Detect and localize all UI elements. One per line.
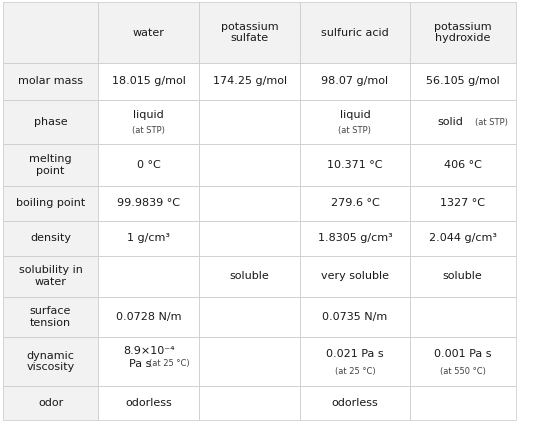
Text: surface
tension: surface tension [30, 306, 71, 328]
Bar [98, 2, 199, 63]
Text: (at STP): (at STP) [474, 118, 508, 127]
Text: 0.021 Pa s: 0.021 Pa s [326, 349, 384, 359]
Bar [410, 256, 516, 296]
Text: melting
point: melting point [29, 154, 72, 176]
Bar [98, 256, 199, 296]
Bar [410, 63, 516, 100]
Text: 1 g/cm³: 1 g/cm³ [127, 233, 170, 243]
Text: 0.001 Pa s: 0.001 Pa s [434, 349, 491, 359]
Text: 174.25 g/mol: 174.25 g/mol [213, 77, 287, 86]
Bar [3, 337, 98, 386]
Bar [300, 144, 410, 186]
Bar [98, 386, 199, 420]
Text: potassium
sulfate: potassium sulfate [221, 22, 278, 43]
Bar [300, 100, 410, 144]
Text: very soluble: very soluble [321, 271, 389, 281]
Text: 56.105 g/mol: 56.105 g/mol [426, 77, 500, 86]
Bar [199, 2, 300, 63]
Bar [300, 296, 410, 337]
Bar [98, 100, 199, 144]
Bar [3, 186, 98, 221]
Bar [410, 386, 516, 420]
Text: soluble: soluble [230, 271, 270, 281]
Bar [410, 100, 516, 144]
Text: 2.044 g/cm³: 2.044 g/cm³ [429, 233, 497, 243]
Bar [300, 186, 410, 221]
Text: solubility in
water: solubility in water [19, 265, 82, 287]
Bar [98, 296, 199, 337]
Text: potassium
hydroxide: potassium hydroxide [434, 22, 491, 43]
Text: 279.6 °C: 279.6 °C [330, 198, 379, 208]
Bar [199, 100, 300, 144]
Bar [199, 221, 300, 256]
Text: odorless: odorless [331, 398, 378, 408]
Bar [300, 337, 410, 386]
Text: odorless: odorless [126, 398, 172, 408]
Bar [98, 144, 199, 186]
Text: (at 25 °C): (at 25 °C) [335, 367, 375, 376]
Text: 406 °C: 406 °C [444, 160, 482, 170]
Bar [98, 221, 199, 256]
Text: odor: odor [38, 398, 63, 408]
Text: 0.0735 N/m: 0.0735 N/m [322, 312, 388, 322]
Text: 0 °C: 0 °C [137, 160, 161, 170]
Text: 1.8305 g/cm³: 1.8305 g/cm³ [318, 233, 392, 243]
Bar [98, 337, 199, 386]
Text: (at 550 °C): (at 550 °C) [440, 367, 486, 376]
Bar [300, 63, 410, 100]
Bar [199, 186, 300, 221]
Bar [98, 63, 199, 100]
Bar [300, 2, 410, 63]
Bar [3, 2, 98, 63]
Text: liquid: liquid [133, 110, 164, 121]
Bar [3, 144, 98, 186]
Bar [3, 386, 98, 420]
Text: 98.07 g/mol: 98.07 g/mol [322, 77, 388, 86]
Bar [199, 63, 300, 100]
Text: molar mass: molar mass [18, 77, 83, 86]
Bar [410, 2, 516, 63]
Bar [300, 256, 410, 296]
Text: boiling point: boiling point [16, 198, 85, 208]
Bar [410, 337, 516, 386]
Text: 18.015 g/mol: 18.015 g/mol [112, 77, 186, 86]
Bar [3, 256, 98, 296]
Text: 0.0728 N/m: 0.0728 N/m [116, 312, 181, 322]
Bar [300, 221, 410, 256]
Bar [410, 221, 516, 256]
Bar [199, 386, 300, 420]
Bar [98, 186, 199, 221]
Bar [3, 100, 98, 144]
Text: 1327 °C: 1327 °C [440, 198, 485, 208]
Text: soluble: soluble [443, 271, 483, 281]
Text: (at 25 °C): (at 25 °C) [149, 360, 190, 368]
Bar [410, 186, 516, 221]
Bar [199, 144, 300, 186]
Text: phase: phase [34, 117, 67, 127]
Text: density: density [30, 233, 71, 243]
Bar [300, 386, 410, 420]
Text: (at STP): (at STP) [339, 127, 371, 135]
Text: water: water [133, 28, 165, 37]
Text: solid: solid [438, 117, 464, 127]
Bar [199, 256, 300, 296]
Bar [199, 337, 300, 386]
Bar [410, 144, 516, 186]
Bar [3, 221, 98, 256]
Text: sulfuric acid: sulfuric acid [321, 28, 389, 37]
Text: (at STP): (at STP) [132, 127, 165, 135]
Text: 10.371 °C: 10.371 °C [327, 160, 383, 170]
Bar [3, 296, 98, 337]
Bar [199, 296, 300, 337]
Text: dynamic
viscosity: dynamic viscosity [26, 351, 75, 372]
Bar [410, 296, 516, 337]
Text: 8.9×10⁻⁴: 8.9×10⁻⁴ [123, 346, 175, 356]
Bar [3, 63, 98, 100]
Text: 99.9839 °C: 99.9839 °C [117, 198, 180, 208]
Text: liquid: liquid [340, 110, 370, 121]
Text: Pa s: Pa s [129, 359, 152, 369]
